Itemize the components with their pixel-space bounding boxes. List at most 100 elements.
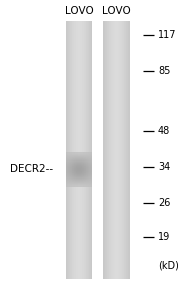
Bar: [80, 182, 81, 183]
Bar: [76, 167, 77, 168]
Bar: [67, 164, 68, 165]
Bar: [86, 165, 87, 166]
Bar: [89, 154, 90, 155]
Bar: [91, 163, 92, 164]
Bar: [81, 163, 82, 164]
Bar: [71, 159, 72, 160]
Bar: [79, 154, 80, 155]
Bar: [90, 178, 91, 180]
Bar: [76, 172, 77, 173]
Bar: [80, 184, 81, 185]
Bar: [69, 160, 70, 161]
Bar: [87, 157, 88, 158]
Bar: [77, 21, 78, 279]
Bar: [90, 176, 91, 178]
Bar: [70, 183, 71, 184]
Bar: [85, 171, 86, 172]
Bar: [75, 171, 76, 172]
Bar: [76, 152, 77, 154]
Bar: [77, 184, 78, 185]
Bar: [85, 178, 86, 180]
Bar: [83, 167, 84, 168]
Bar: [79, 176, 80, 178]
Bar: [66, 173, 67, 174]
Bar: [71, 156, 72, 157]
Bar: [72, 166, 73, 167]
Bar: [73, 21, 74, 279]
Bar: [91, 158, 92, 159]
Bar: [86, 21, 87, 279]
Bar: [75, 165, 76, 166]
Bar: [89, 159, 90, 160]
Bar: [82, 155, 83, 156]
Bar: [127, 21, 128, 279]
Bar: [72, 181, 73, 182]
Bar: [71, 21, 72, 279]
Bar: [83, 171, 84, 172]
Bar: [87, 173, 88, 174]
Bar: [71, 152, 72, 154]
Bar: [75, 172, 76, 173]
Bar: [88, 161, 89, 163]
Bar: [71, 178, 72, 180]
Bar: [73, 185, 74, 187]
Bar: [85, 161, 86, 163]
Bar: [80, 176, 81, 178]
Bar: [78, 161, 79, 163]
Bar: [86, 152, 87, 154]
Bar: [66, 174, 67, 175]
Bar: [84, 157, 85, 158]
Bar: [67, 185, 68, 187]
Bar: [126, 21, 127, 279]
Bar: [72, 156, 73, 157]
Bar: [76, 182, 77, 183]
Bar: [69, 155, 70, 156]
Bar: [80, 166, 81, 167]
Bar: [68, 184, 69, 185]
Bar: [85, 176, 86, 178]
Bar: [84, 152, 85, 154]
Bar: [72, 159, 73, 160]
Bar: [74, 175, 75, 176]
Bar: [77, 154, 78, 155]
Bar: [86, 158, 87, 159]
Bar: [68, 163, 69, 164]
Bar: [113, 21, 114, 279]
Bar: [66, 184, 67, 185]
Bar: [82, 166, 83, 167]
Bar: [69, 164, 70, 165]
Bar: [68, 174, 69, 175]
Bar: [72, 184, 73, 185]
Bar: [83, 185, 84, 187]
Bar: [66, 172, 67, 173]
Bar: [91, 154, 92, 155]
Bar: [75, 163, 76, 164]
Bar: [78, 160, 79, 161]
Bar: [80, 178, 81, 180]
Bar: [67, 182, 68, 183]
Bar: [73, 180, 74, 181]
Text: LOVO: LOVO: [102, 5, 131, 16]
Bar: [71, 171, 72, 172]
Bar: [87, 178, 88, 180]
Bar: [89, 184, 90, 185]
Bar: [74, 154, 75, 155]
Bar: [78, 173, 79, 174]
Bar: [88, 174, 89, 175]
Bar: [76, 157, 77, 158]
Bar: [89, 172, 90, 173]
Bar: [72, 157, 73, 158]
Bar: [80, 154, 81, 155]
Bar: [71, 174, 72, 175]
Bar: [82, 156, 83, 157]
Bar: [77, 157, 78, 158]
Bar: [77, 152, 78, 154]
Bar: [76, 178, 77, 180]
Bar: [129, 21, 130, 279]
Bar: [68, 155, 69, 156]
Bar: [80, 165, 81, 166]
Bar: [66, 181, 67, 182]
Bar: [71, 175, 72, 176]
Bar: [80, 173, 81, 174]
Bar: [66, 161, 67, 163]
